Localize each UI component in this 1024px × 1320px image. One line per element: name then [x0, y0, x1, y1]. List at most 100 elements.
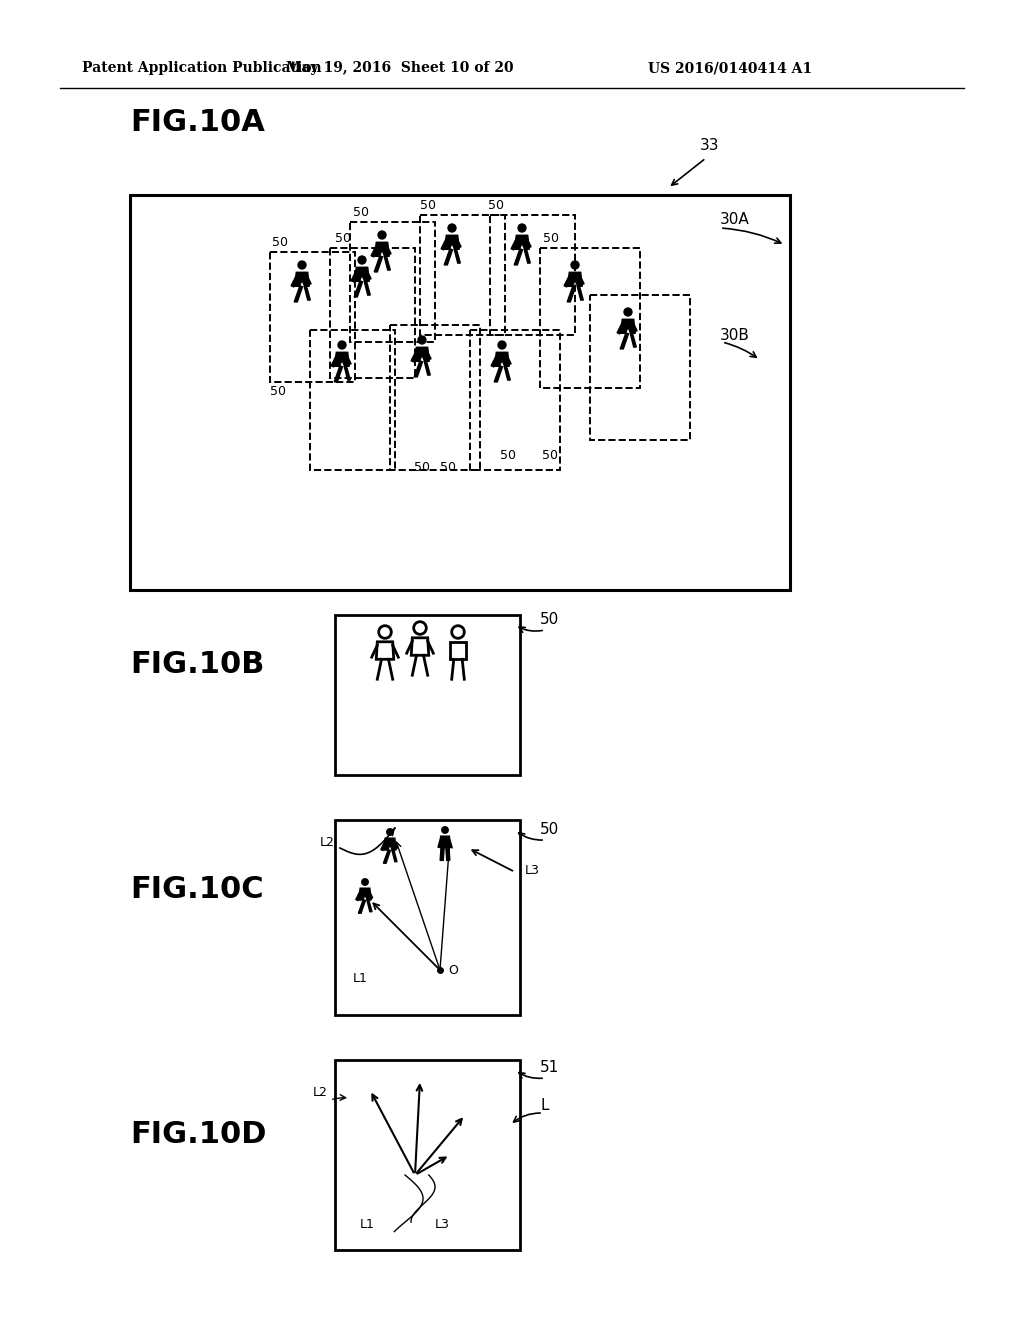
Text: FIG.10B: FIG.10B — [130, 649, 264, 678]
Polygon shape — [331, 354, 340, 367]
Bar — [590, 294, 690, 440]
Circle shape — [361, 878, 369, 886]
Text: 50: 50 — [540, 612, 559, 627]
Polygon shape — [524, 248, 530, 263]
Text: L3: L3 — [435, 1218, 450, 1232]
Text: FIG.10C: FIG.10C — [130, 875, 263, 904]
Text: 50: 50 — [414, 461, 430, 474]
Polygon shape — [523, 236, 531, 248]
Text: Patent Application Publication: Patent Application Publication — [82, 61, 322, 75]
Polygon shape — [414, 360, 423, 378]
Polygon shape — [294, 286, 302, 302]
Bar — [540, 248, 640, 388]
Text: 50: 50 — [270, 385, 286, 399]
Polygon shape — [295, 272, 309, 286]
Polygon shape — [415, 347, 429, 362]
Text: L3: L3 — [525, 863, 540, 876]
Polygon shape — [351, 268, 359, 282]
Polygon shape — [567, 286, 575, 302]
Bar — [390, 325, 480, 470]
Polygon shape — [355, 890, 364, 900]
Polygon shape — [371, 243, 380, 257]
Polygon shape — [511, 236, 520, 249]
Polygon shape — [291, 273, 300, 286]
Polygon shape — [515, 235, 529, 249]
Polygon shape — [335, 352, 349, 367]
Polygon shape — [630, 321, 637, 331]
Polygon shape — [424, 348, 431, 360]
Polygon shape — [504, 354, 511, 364]
Text: 50: 50 — [542, 449, 558, 462]
Bar — [330, 248, 415, 378]
Polygon shape — [364, 268, 371, 280]
Text: FIG.10D: FIG.10D — [130, 1119, 266, 1148]
Polygon shape — [424, 360, 430, 375]
Polygon shape — [334, 366, 342, 381]
Polygon shape — [617, 321, 626, 334]
Polygon shape — [344, 366, 350, 380]
Text: 50: 50 — [420, 199, 436, 213]
Text: L2: L2 — [313, 1085, 328, 1098]
Polygon shape — [358, 900, 366, 913]
Polygon shape — [384, 256, 390, 271]
Polygon shape — [514, 248, 522, 265]
Polygon shape — [367, 890, 373, 899]
Circle shape — [441, 826, 449, 834]
Polygon shape — [621, 333, 629, 348]
Text: 30B: 30B — [720, 327, 750, 342]
Bar — [130, 195, 790, 590]
Text: 51: 51 — [540, 1060, 559, 1076]
Polygon shape — [344, 354, 351, 364]
Polygon shape — [440, 847, 444, 861]
Polygon shape — [454, 236, 461, 248]
Bar — [335, 1060, 520, 1250]
Polygon shape — [504, 366, 510, 380]
Polygon shape — [411, 348, 420, 362]
Text: 33: 33 — [700, 137, 720, 153]
Bar — [420, 215, 505, 335]
Polygon shape — [495, 366, 503, 381]
Circle shape — [452, 626, 464, 639]
Polygon shape — [444, 235, 460, 249]
Polygon shape — [367, 900, 372, 912]
Polygon shape — [438, 837, 443, 847]
Polygon shape — [446, 837, 452, 847]
Polygon shape — [383, 850, 390, 863]
Polygon shape — [392, 850, 397, 862]
Text: O: O — [449, 964, 458, 977]
Polygon shape — [391, 840, 397, 849]
Polygon shape — [441, 236, 450, 249]
Bar — [270, 252, 355, 381]
Circle shape — [498, 341, 507, 350]
Polygon shape — [454, 248, 461, 263]
Polygon shape — [375, 243, 389, 256]
Bar — [310, 330, 395, 470]
Text: L2: L2 — [321, 836, 335, 849]
Text: 50: 50 — [488, 199, 504, 213]
Circle shape — [379, 626, 391, 639]
Polygon shape — [621, 319, 635, 334]
Polygon shape — [303, 273, 311, 285]
Bar — [350, 222, 435, 342]
Circle shape — [377, 230, 387, 240]
Polygon shape — [577, 273, 584, 285]
Text: L1: L1 — [353, 972, 368, 985]
Polygon shape — [374, 256, 383, 272]
Polygon shape — [564, 273, 572, 286]
Circle shape — [386, 828, 394, 836]
Text: US 2016/0140414 A1: US 2016/0140414 A1 — [648, 61, 812, 75]
Polygon shape — [445, 847, 450, 861]
Bar — [335, 615, 520, 775]
Circle shape — [337, 341, 347, 350]
Circle shape — [297, 260, 306, 269]
Bar — [470, 330, 560, 470]
Polygon shape — [567, 272, 583, 286]
Polygon shape — [354, 281, 362, 297]
Text: 50: 50 — [353, 206, 369, 219]
Polygon shape — [384, 838, 396, 850]
Polygon shape — [365, 281, 371, 296]
Text: 50: 50 — [335, 232, 351, 246]
Bar — [490, 215, 575, 335]
Text: 50: 50 — [543, 232, 559, 246]
Polygon shape — [358, 888, 371, 900]
